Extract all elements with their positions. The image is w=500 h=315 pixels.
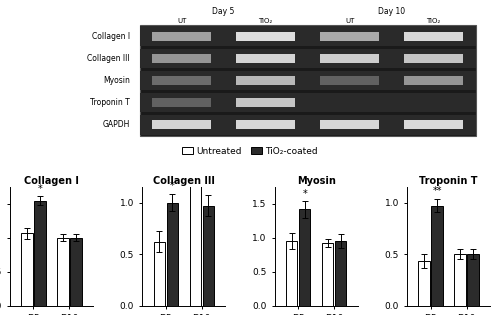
FancyBboxPatch shape [404, 32, 463, 41]
Text: *: * [302, 189, 307, 199]
Bar [21, 233, 32, 306]
Text: TiO₂: TiO₂ [426, 18, 440, 24]
FancyBboxPatch shape [140, 115, 475, 135]
Bar [34, 201, 46, 306]
Text: GAPDH: GAPDH [102, 120, 130, 129]
FancyBboxPatch shape [404, 54, 463, 63]
Title: Collagen III: Collagen III [153, 176, 214, 186]
Bar [57, 238, 68, 306]
Text: *: * [170, 181, 174, 191]
Text: *: * [38, 184, 42, 194]
Text: UT: UT [177, 18, 186, 24]
Bar [154, 242, 165, 306]
Bar [202, 206, 214, 306]
Text: Collagen III: Collagen III [88, 54, 130, 63]
FancyBboxPatch shape [320, 120, 379, 129]
FancyBboxPatch shape [140, 26, 475, 46]
Title: Collagen I: Collagen I [24, 176, 79, 186]
FancyBboxPatch shape [140, 25, 475, 136]
Text: TiO₂: TiO₂ [258, 18, 272, 24]
FancyBboxPatch shape [140, 71, 475, 90]
FancyBboxPatch shape [236, 54, 295, 63]
Text: Troponin T: Troponin T [90, 98, 130, 107]
Bar [454, 254, 466, 306]
FancyBboxPatch shape [152, 32, 211, 41]
Title: Myosin: Myosin [297, 176, 336, 186]
Bar [322, 243, 334, 306]
Text: Day 10: Day 10 [378, 7, 405, 16]
Bar [335, 241, 346, 306]
FancyBboxPatch shape [140, 93, 475, 112]
FancyBboxPatch shape [404, 120, 463, 129]
Bar [286, 241, 298, 306]
FancyBboxPatch shape [152, 54, 211, 63]
FancyBboxPatch shape [236, 98, 295, 107]
FancyBboxPatch shape [236, 32, 295, 41]
FancyBboxPatch shape [140, 49, 475, 68]
FancyBboxPatch shape [152, 120, 211, 129]
FancyBboxPatch shape [152, 98, 211, 107]
Legend: Untreated, TiO₂-coated: Untreated, TiO₂-coated [178, 143, 322, 159]
Text: UT: UT [345, 18, 354, 24]
Bar [70, 238, 82, 306]
Text: Day 5: Day 5 [212, 7, 235, 16]
Text: Collagen I: Collagen I [92, 32, 130, 41]
Bar [432, 206, 443, 306]
FancyBboxPatch shape [236, 76, 295, 85]
Bar [418, 261, 430, 306]
FancyBboxPatch shape [236, 120, 295, 129]
FancyBboxPatch shape [320, 32, 379, 41]
FancyBboxPatch shape [320, 76, 379, 85]
FancyBboxPatch shape [320, 54, 379, 63]
Title: Troponin T: Troponin T [420, 176, 478, 186]
Bar [190, 172, 201, 306]
Bar [468, 254, 479, 306]
FancyBboxPatch shape [404, 76, 463, 85]
Bar [299, 209, 310, 306]
Text: Myosin: Myosin [103, 76, 130, 85]
Text: **: ** [432, 186, 442, 196]
FancyBboxPatch shape [152, 76, 211, 85]
Bar [166, 203, 178, 306]
